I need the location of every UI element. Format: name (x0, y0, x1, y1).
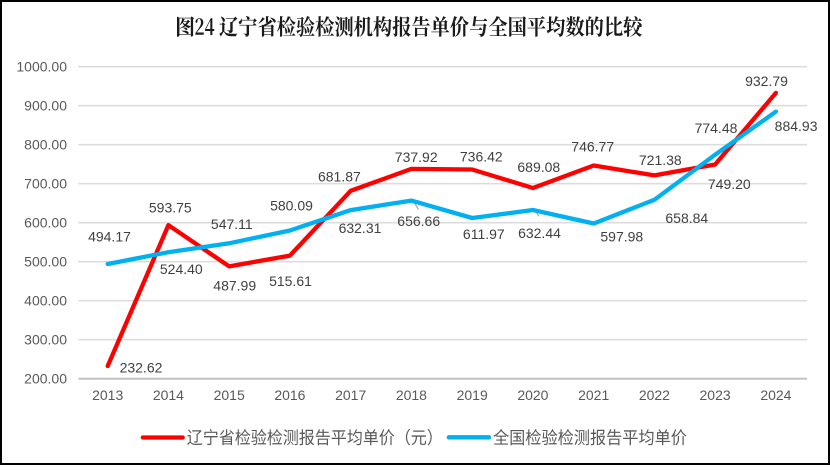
svg-text:487.99: 487.99 (213, 277, 256, 293)
svg-text:689.08: 689.08 (517, 159, 560, 175)
svg-text:932.79: 932.79 (745, 73, 788, 89)
svg-text:500.00: 500.00 (24, 254, 67, 270)
svg-text:300.00: 300.00 (24, 332, 67, 348)
svg-text:494.17: 494.17 (88, 229, 131, 245)
svg-text:515.61: 515.61 (269, 273, 312, 289)
svg-text:658.84: 658.84 (665, 210, 708, 226)
svg-text:1000.00: 1000.00 (16, 59, 67, 75)
svg-text:721.38: 721.38 (639, 152, 682, 168)
svg-text:800.00: 800.00 (24, 137, 67, 153)
svg-text:600.00: 600.00 (24, 215, 67, 231)
svg-text:2024: 2024 (760, 387, 791, 403)
svg-text:736.42: 736.42 (460, 148, 503, 164)
svg-text:593.75: 593.75 (149, 200, 192, 216)
svg-text:2013: 2013 (92, 387, 123, 403)
svg-text:547.11: 547.11 (211, 216, 253, 232)
svg-text:632.31: 632.31 (339, 220, 382, 236)
svg-text:200.00: 200.00 (24, 371, 67, 387)
svg-text:2019: 2019 (457, 387, 488, 403)
svg-text:681.87: 681.87 (318, 169, 361, 185)
svg-text:900.00: 900.00 (24, 98, 67, 114)
svg-text:2014: 2014 (153, 387, 184, 403)
svg-text:2017: 2017 (335, 387, 366, 403)
svg-text:232.62: 232.62 (120, 359, 163, 375)
svg-text:2018: 2018 (396, 387, 427, 403)
svg-text:580.09: 580.09 (270, 198, 313, 214)
svg-text:597.98: 597.98 (600, 229, 643, 245)
svg-text:2020: 2020 (517, 387, 548, 403)
svg-text:700.00: 700.00 (24, 176, 67, 192)
svg-text:611.97: 611.97 (463, 226, 505, 242)
svg-text:400.00: 400.00 (24, 293, 67, 309)
svg-text:746.77: 746.77 (571, 139, 614, 155)
svg-text:737.92: 737.92 (395, 149, 438, 165)
svg-text:2021: 2021 (578, 387, 609, 403)
svg-text:2015: 2015 (214, 387, 245, 403)
svg-text:524.40: 524.40 (160, 261, 203, 277)
svg-text:632.44: 632.44 (518, 225, 561, 241)
svg-text:2016: 2016 (274, 387, 305, 403)
svg-text:656.66: 656.66 (397, 213, 440, 229)
svg-text:749.20: 749.20 (708, 176, 751, 192)
svg-text:2023: 2023 (700, 387, 731, 403)
svg-text:774.48: 774.48 (695, 120, 738, 136)
svg-text:884.93: 884.93 (775, 118, 818, 134)
svg-text:2022: 2022 (639, 387, 670, 403)
